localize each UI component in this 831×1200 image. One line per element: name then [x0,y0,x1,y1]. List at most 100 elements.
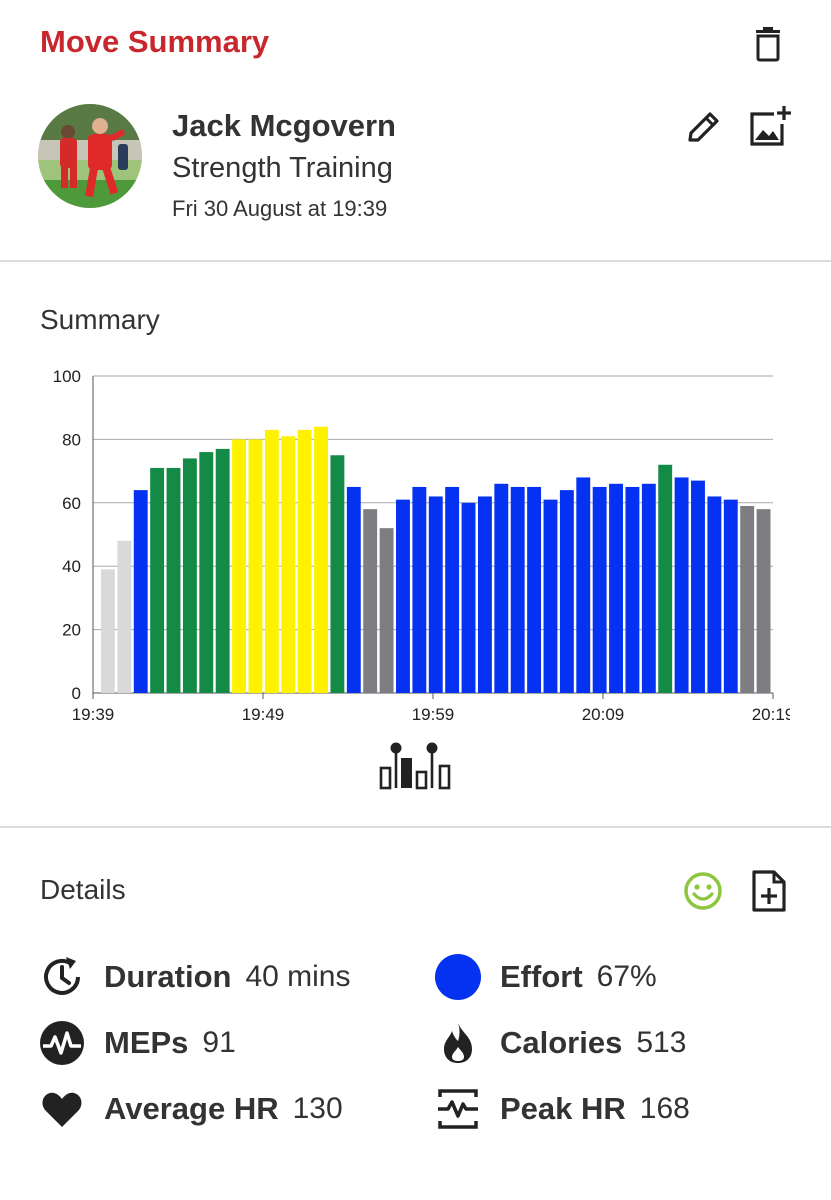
chart-bar [674,477,689,693]
heart-icon [38,1085,86,1133]
add-photo-icon [750,106,791,146]
stat-meps: MEPs 91 [38,1018,236,1068]
chart-bar [428,496,443,693]
pencil-icon [688,112,719,142]
add-note-button[interactable] [748,868,790,914]
stat-label: Duration [104,959,232,994]
stat-effort: Effort 67% [434,952,657,1002]
chart-bar [592,486,607,693]
duration-clock-icon [38,953,86,1001]
stat-label: Effort [500,959,583,994]
chart-bar [330,455,345,693]
chart-bar [248,439,263,693]
chart-bar [445,486,460,693]
x-tick-label: 19:39 [72,705,115,724]
activity-datetime: Fri 30 August at 19:39 [172,196,388,221]
chart-bar [150,467,165,693]
smiley-icon [684,872,722,910]
effort-dot-icon [434,953,482,1001]
y-tick-label: 60 [62,494,81,513]
effort-bar-chart: 100 80 60 40 20 0 19:39 19:49 19:59 20:09 20:19 [53,367,790,724]
stat-value: 513 [636,1026,687,1059]
y-tick-label: 20 [62,621,81,640]
chart-bar [314,426,328,693]
chart-bar [264,429,279,693]
chart-bar [199,452,214,693]
stat-calories: Calories 513 [434,1018,686,1068]
y-tick-label: 0 [72,684,81,703]
chart-bar [756,509,771,693]
chart-bar [379,528,394,693]
chart-bar [346,486,361,693]
chart-bar [543,499,558,693]
avatar[interactable] [38,104,142,208]
trash-icon [756,27,780,62]
stat-peak-hr: Peak HR 168 [434,1084,690,1134]
details-heading: Details [40,874,126,905]
stat-value: 168 [639,1092,690,1125]
chart-bar [723,499,738,693]
stat-duration: Duration 40 mins [38,952,350,1002]
chart-bar [166,467,181,693]
chart-bar [117,540,132,693]
user-name: Jack Mcgovern [172,108,396,143]
chart-bar [232,439,247,693]
y-tick-label: 40 [62,557,81,576]
chart-toggle-icon [379,742,451,790]
chart-bar [494,483,509,693]
chart-bar [396,499,410,693]
chart-bar [691,480,705,693]
chart-bar [281,436,296,693]
chart-bar [740,505,755,693]
chart-bar [625,486,640,693]
chart-bar [363,509,378,693]
peak-hr-icon [434,1085,482,1133]
profile-section: Jack Mcgovern Strength Training Fri 30 A… [0,90,831,260]
chart-toggle-button[interactable] [376,740,456,796]
meps-pulse-icon [38,1019,86,1067]
chart-bar [658,464,673,693]
stat-value: 91 [202,1026,236,1059]
calories-flame-icon [434,1019,482,1067]
chart-bar [101,569,115,693]
stat-label: Average HR [104,1091,279,1126]
chart-bar [609,483,623,693]
chart-bar [297,429,312,693]
page-title: Move Summary [40,24,270,59]
divider [0,826,831,828]
chart-bar [707,496,722,693]
add-note-icon [752,870,786,912]
divider [0,260,831,262]
chart-bar [576,477,591,693]
delete-button[interactable] [748,24,788,64]
chart-bar [477,496,492,693]
chart-bar [133,490,148,693]
chart-bar [559,490,574,693]
y-tick-label: 100 [53,367,81,386]
stat-label: MEPs [104,1025,189,1060]
header: Move Summary [0,0,831,90]
x-tick-label: 20:19 [752,705,790,724]
edit-button[interactable] [682,106,726,150]
x-tick-label: 20:09 [582,705,625,724]
mood-button[interactable] [682,870,724,912]
chart-bar [641,483,656,693]
stat-average-hr: Average HR 130 [38,1084,343,1134]
x-tick-label: 19:49 [242,705,285,724]
stat-value: 130 [292,1092,343,1125]
chart-bar [182,458,197,693]
activity-type: Strength Training [172,152,393,184]
stat-label: Calories [500,1025,623,1060]
chart-bar [461,502,476,693]
chart-bar [527,486,542,693]
summary-heading: Summary [40,304,160,335]
chart-bar [510,486,525,693]
chart-bar [412,486,427,693]
y-tick-label: 80 [62,430,81,449]
stat-value: 40 mins [245,960,351,993]
stat-value: 67% [596,960,657,993]
chart-bar [215,448,230,693]
x-tick-label: 19:59 [412,705,455,724]
stat-label: Peak HR [500,1091,626,1126]
add-photo-button[interactable] [746,104,792,150]
